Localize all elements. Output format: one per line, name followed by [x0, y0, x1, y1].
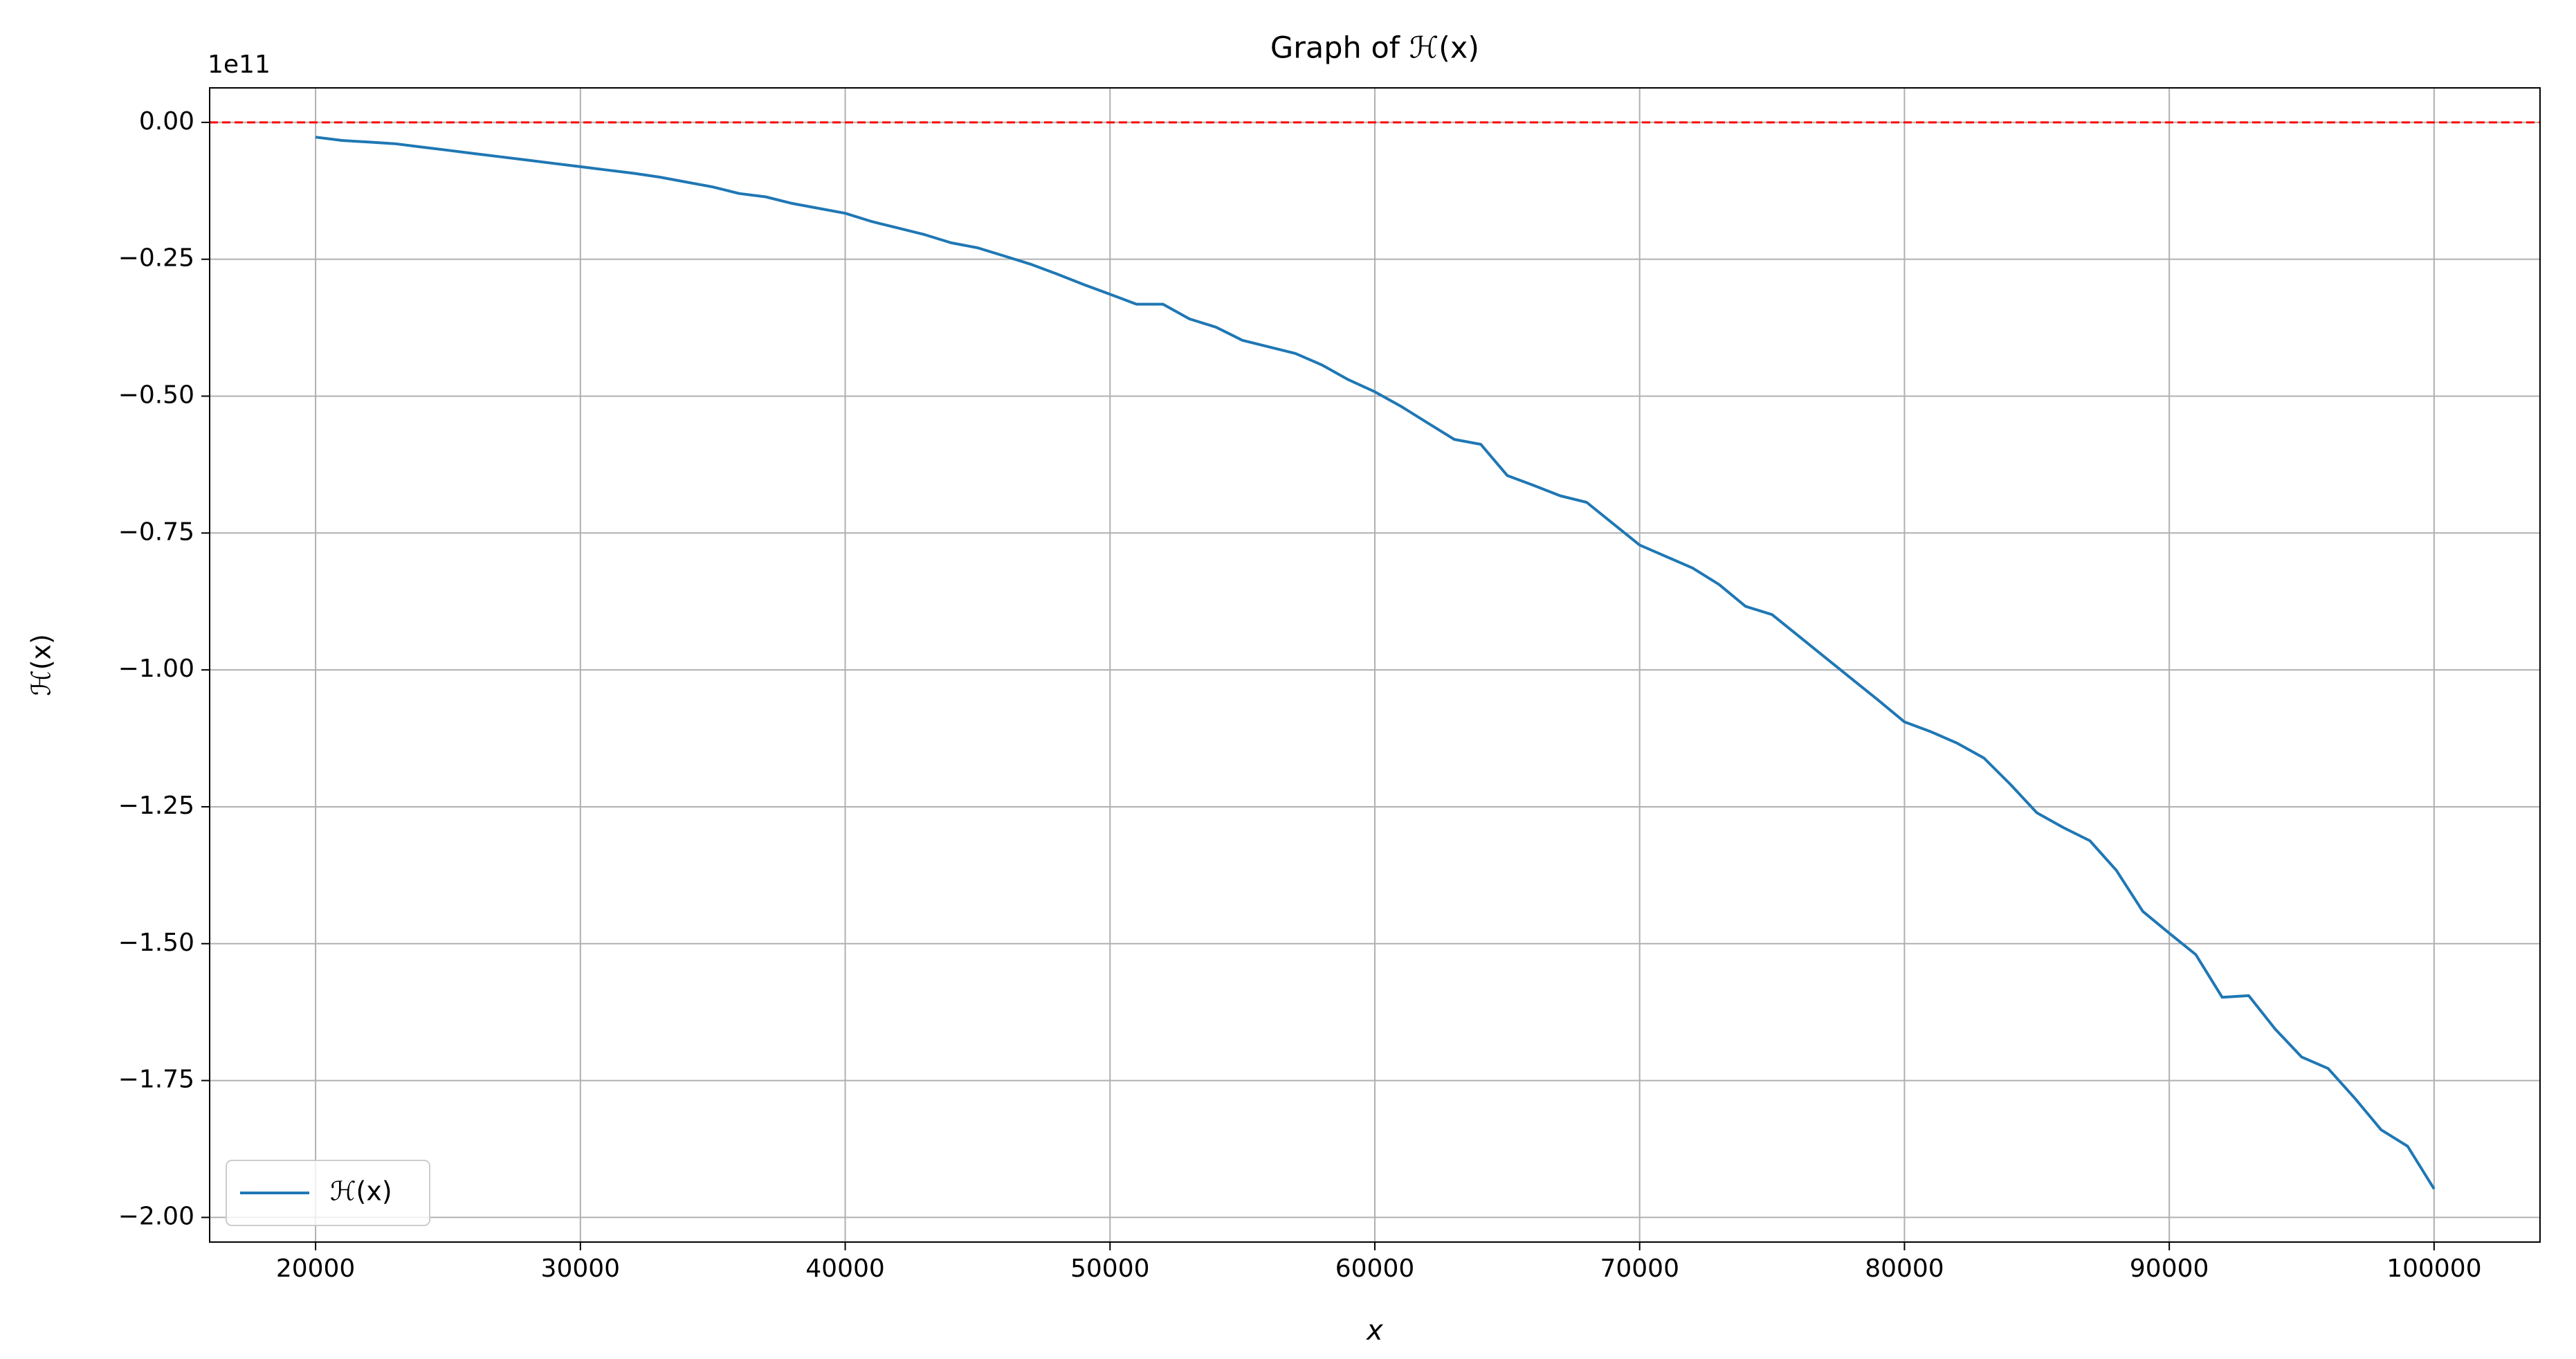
y-tick-label: −1.50	[118, 929, 194, 957]
offset-label: 1e11	[208, 51, 271, 79]
y-tick-label: −1.00	[118, 655, 194, 683]
legend-box	[226, 1160, 430, 1226]
x-tick-label: 30000	[541, 1255, 621, 1283]
data-line	[315, 136, 2436, 1190]
y-tick-label: −0.25	[118, 244, 194, 273]
x-tick-label: 100000	[2386, 1255, 2481, 1283]
y-tick-label: 0.00	[139, 107, 194, 136]
chart-title: Graph of ℋ(x)	[1270, 31, 1479, 66]
x-tick-label: 50000	[1070, 1255, 1150, 1283]
y-tick-label: −0.50	[118, 381, 194, 409]
x-tick-label: 70000	[1600, 1255, 1679, 1283]
y-axis-label: ℋ(x)	[26, 634, 57, 696]
y-tick-label: −0.75	[118, 518, 194, 546]
x-tick-label: 20000	[276, 1255, 356, 1283]
x-tick-label: 90000	[2130, 1255, 2209, 1283]
plot-frame	[209, 87, 2541, 1243]
x-tick-label: 40000	[805, 1255, 885, 1283]
x-tick-label: 60000	[1335, 1255, 1415, 1283]
y-tick-label: −1.25	[118, 792, 194, 820]
x-axis-label: x	[1365, 1315, 1383, 1347]
legend-label: ℋ(x)	[330, 1176, 392, 1207]
x-tick-label: 80000	[1865, 1255, 1944, 1283]
y-tick-label: −2.00	[118, 1202, 194, 1230]
y-tick-label: −1.75	[118, 1066, 194, 1094]
